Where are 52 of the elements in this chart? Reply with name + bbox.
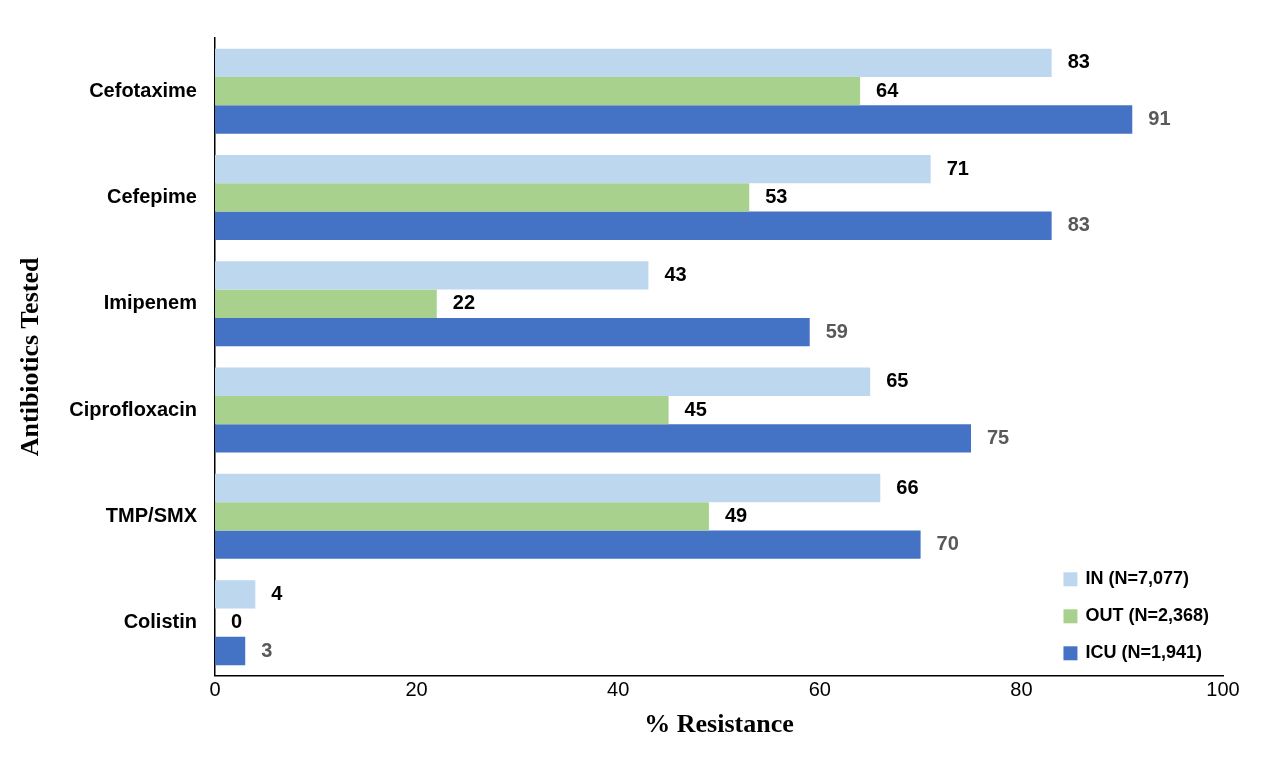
x-tick-label: 80 (1010, 678, 1033, 701)
x-axis-title: % Resistance (644, 709, 794, 739)
y-tick-label: Ciprofloxacin (69, 397, 197, 420)
bar (214, 473, 881, 503)
data-label: 3 (261, 638, 273, 661)
data-label: 49 (724, 503, 748, 526)
bar (214, 367, 871, 396)
data-label: 75 (987, 425, 1010, 448)
data-label: 83 (1067, 213, 1090, 236)
data-label: 66 (896, 475, 919, 498)
legend-label: IN (N=7,077) (1085, 568, 1190, 589)
bar (214, 76, 861, 106)
y-tick-label: Colistin (123, 610, 197, 633)
legend-label: OUT (N=2,368) (1085, 605, 1210, 626)
bar (214, 211, 1052, 240)
y-axis-title: Antibiotics Tested (15, 257, 45, 457)
data-label: 43 (664, 262, 687, 285)
data-label: 83 (1067, 50, 1090, 73)
data-label: 22 (452, 291, 475, 314)
bar (214, 502, 709, 531)
data-label: 64 (876, 78, 900, 101)
bar (214, 48, 1052, 77)
legend-label: ICU (N=1,941) (1085, 642, 1203, 663)
bar (214, 154, 931, 184)
y-tick-label: Imipenem (103, 291, 197, 314)
bar (214, 289, 437, 318)
bar (214, 183, 750, 212)
data-label: 91 (1148, 107, 1171, 130)
bar (214, 530, 921, 559)
x-tick-label: 60 (808, 678, 831, 701)
y-tick-label: Cefotaxime (89, 78, 197, 101)
data-label: 71 (946, 156, 969, 179)
x-tick-label: 20 (405, 678, 428, 701)
data-label: 70 (936, 532, 959, 555)
bar (214, 261, 649, 290)
x-tick-label: 40 (607, 678, 630, 701)
bar (214, 317, 810, 347)
y-tick-label: Cefepime (106, 184, 197, 207)
bar (214, 105, 1133, 134)
y-tick-label: TMP/SMX (105, 503, 198, 526)
bar (214, 424, 971, 453)
data-label: 53 (765, 184, 788, 207)
x-tick-label: 0 (209, 678, 221, 701)
data-label: 45 (684, 397, 707, 420)
bar (214, 395, 669, 425)
data-label: 59 (825, 319, 848, 342)
bar (214, 580, 256, 609)
x-tick-label: 100 (1206, 678, 1240, 701)
data-label: 65 (886, 369, 909, 392)
data-label: 0 (230, 610, 243, 633)
bar (214, 636, 246, 666)
data-label: 4 (271, 581, 284, 604)
